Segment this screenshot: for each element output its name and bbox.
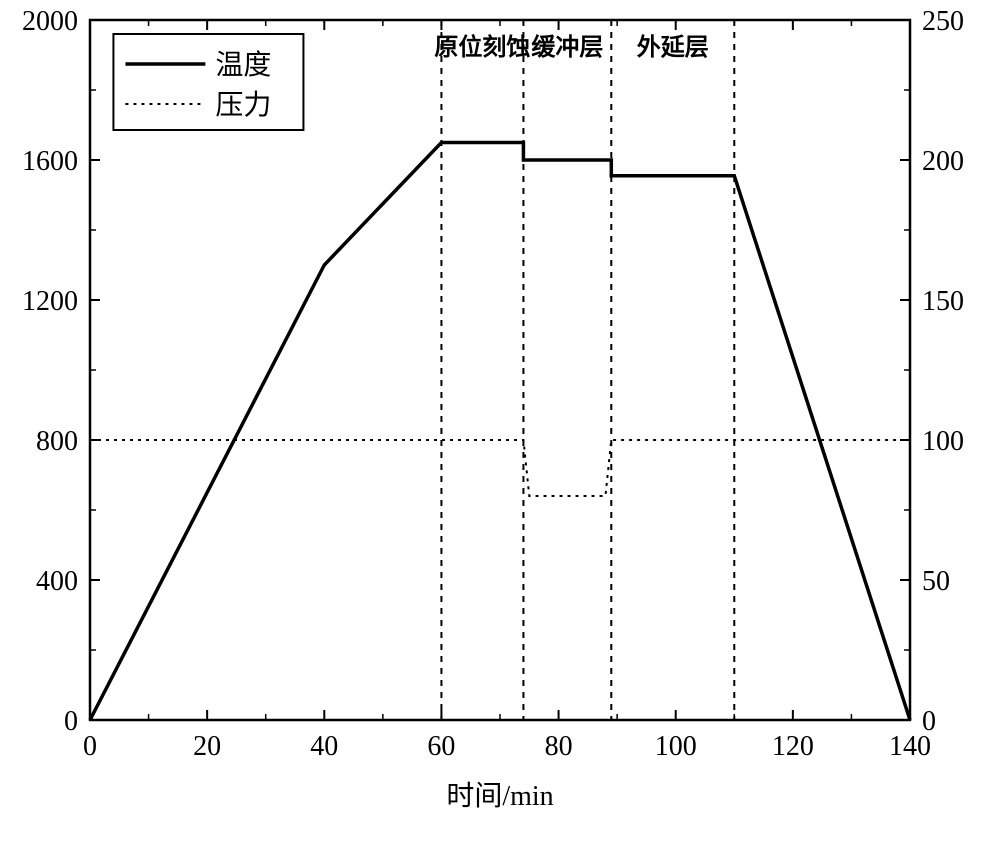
yl-tick-label: 800 (36, 426, 78, 457)
x-tick-label: 80 (545, 731, 573, 762)
x-axis-label: 时间/min (446, 780, 553, 812)
series-温度 (90, 143, 910, 721)
series-压力 (90, 440, 910, 496)
yl-tick-label: 400 (36, 566, 78, 597)
x-tick-label: 0 (83, 731, 97, 762)
yr-tick-label: 0 (922, 706, 936, 737)
yl-tick-label: 2000 (22, 6, 78, 37)
region-label: 原位刻蚀 (434, 33, 530, 61)
yr-tick-label: 100 (922, 426, 964, 457)
x-tick-label: 60 (427, 731, 455, 762)
x-tick-label: 20 (193, 731, 221, 762)
yr-tick-label: 250 (922, 6, 964, 37)
process-chart: 0204060801001201400400800120016002000050… (0, 0, 1000, 855)
x-tick-label: 120 (772, 731, 814, 762)
yr-tick-label: 150 (922, 286, 964, 317)
yl-tick-label: 1600 (22, 146, 78, 177)
legend-label: 温度 (215, 49, 271, 81)
yl-tick-label: 1200 (22, 286, 78, 317)
legend-box (113, 34, 303, 130)
x-tick-label: 40 (310, 731, 338, 762)
yr-tick-label: 200 (922, 146, 964, 177)
x-tick-label: 100 (655, 731, 697, 762)
yl-tick-label: 0 (64, 706, 78, 737)
region-label: 缓冲层 (531, 33, 603, 61)
legend-label: 压力 (215, 89, 271, 121)
yr-tick-label: 50 (922, 566, 950, 597)
region-label: 外延层 (637, 33, 709, 61)
